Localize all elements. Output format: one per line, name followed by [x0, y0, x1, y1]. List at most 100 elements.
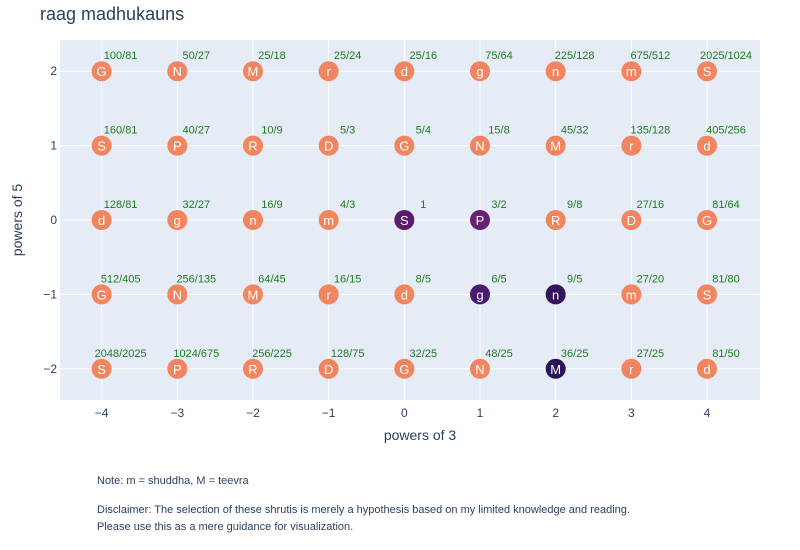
note-marker — [470, 210, 490, 230]
note-letter: r — [326, 287, 331, 302]
note-marker — [470, 284, 490, 305]
note-point: d 405/256 — [697, 125, 746, 156]
ratio-label: 32/27 — [183, 199, 211, 211]
note-point: r25/24 — [318, 50, 362, 82]
y-tick-label: 1 — [50, 139, 57, 153]
note-marker — [91, 210, 112, 230]
note-point: S 2025/1024 — [697, 50, 752, 82]
note-letter: N — [173, 64, 182, 79]
note-letter: S — [703, 287, 712, 302]
ratio-label: 64/45 — [258, 273, 286, 285]
x-tick-label: −3 — [170, 406, 184, 420]
note-point: G 5/4 — [394, 125, 431, 156]
note-marker — [167, 135, 188, 156]
x-tick-label: 3 — [628, 406, 635, 420]
note-letter: r — [629, 362, 634, 377]
note-point: g32/27 — [167, 199, 210, 230]
note-point: d25/16 — [394, 50, 437, 82]
note-point: r 135/128 — [621, 125, 670, 156]
disclaimer-line-1: Disclaimer: The selection of these shrut… — [97, 504, 630, 516]
ratio-label: 25/18 — [258, 50, 286, 62]
note-point: D 5/3 — [318, 125, 355, 156]
note-marker — [167, 61, 188, 82]
note-point: M36/25 — [545, 348, 589, 379]
ratio-label: 36/25 — [561, 348, 589, 360]
note-point: S1 — [394, 199, 426, 230]
note-marker — [242, 61, 263, 82]
note-letter: N — [173, 287, 182, 302]
note-point: S 160/81 — [91, 125, 137, 156]
x-tick-label: 2 — [552, 406, 559, 420]
ratio-label: 5/4 — [416, 125, 431, 137]
note-letter: d — [401, 64, 408, 79]
note-marker — [167, 284, 188, 305]
note-marker — [621, 284, 642, 305]
note-point: G32/25 — [394, 348, 437, 379]
note-point: g 6/5 — [470, 273, 507, 305]
x-tick-label: −4 — [95, 406, 109, 420]
y-tick-label: −2 — [43, 362, 57, 376]
note-marker — [621, 358, 642, 379]
note-letter: G — [97, 64, 107, 79]
note-letter: P — [173, 139, 182, 154]
ratio-label: 45/32 — [561, 125, 589, 137]
ratio-label: 25/24 — [334, 50, 362, 62]
note-point: S 2048/2025 — [91, 348, 147, 379]
note-marker — [545, 358, 566, 379]
note-marker — [545, 284, 566, 305]
note-point: n 9/5 — [545, 273, 582, 305]
note-point: r27/25 — [621, 348, 664, 379]
ratio-label: 1 — [420, 199, 426, 211]
note-point: d81/50 — [697, 348, 740, 379]
ratio-label: 4/3 — [340, 199, 355, 211]
note-point: N 15/8 — [470, 125, 510, 156]
note-marker — [697, 61, 718, 82]
note-marker — [545, 210, 566, 230]
note-letter: M — [550, 362, 561, 377]
note-letter: G — [399, 139, 409, 154]
note-marker — [394, 284, 415, 305]
ratio-label: 128/75 — [331, 348, 365, 360]
note-letter: g — [476, 287, 483, 302]
note-letter: S — [97, 139, 106, 154]
note-marker — [697, 210, 718, 230]
note-point: R 9/8 — [545, 199, 582, 230]
note-marker — [470, 61, 490, 82]
note-letter: N — [475, 362, 484, 377]
ratio-label: 5/3 — [340, 125, 355, 137]
note-point: d 8/5 — [394, 273, 431, 305]
note-point: n 16/9 — [242, 199, 283, 230]
y-tick-label: −1 — [43, 287, 57, 301]
x-tick-label: 0 — [401, 406, 408, 420]
note-letter: R — [551, 213, 560, 228]
note-letter: r — [629, 139, 634, 154]
ratio-label: 27/20 — [637, 273, 665, 285]
note-marker — [91, 61, 112, 82]
note-marker — [167, 358, 188, 379]
ratio-label: 81/64 — [712, 199, 740, 211]
ratio-label: 1024/675 — [173, 348, 219, 360]
note-letter: R — [248, 139, 257, 154]
note-point: G 512/405 — [91, 273, 141, 305]
note-point: M 64/45 — [242, 273, 286, 305]
note-letter: n — [552, 64, 559, 79]
ratio-label: 15/8 — [488, 125, 509, 137]
ratio-label: 27/16 — [637, 199, 665, 211]
ratio-label: 3/2 — [491, 199, 506, 211]
note-point: D27/16 — [621, 199, 664, 230]
note-marker — [242, 135, 263, 156]
note-letter: n — [249, 213, 256, 228]
note-marker — [394, 135, 415, 156]
ratio-label: 9/5 — [567, 273, 582, 285]
note-letter: G — [399, 362, 409, 377]
x-tick-label: −1 — [322, 406, 336, 420]
ratio-label: 135/128 — [630, 125, 670, 137]
note-letter: P — [476, 213, 485, 228]
ratio-label: 405/256 — [706, 125, 746, 137]
ratio-label: 8/5 — [416, 273, 431, 285]
disclaimer-text: Disclaimer: The selection of these shrut… — [97, 502, 630, 536]
note-letter: d — [401, 287, 408, 302]
note-marker — [318, 61, 339, 82]
note-marker — [242, 284, 263, 305]
